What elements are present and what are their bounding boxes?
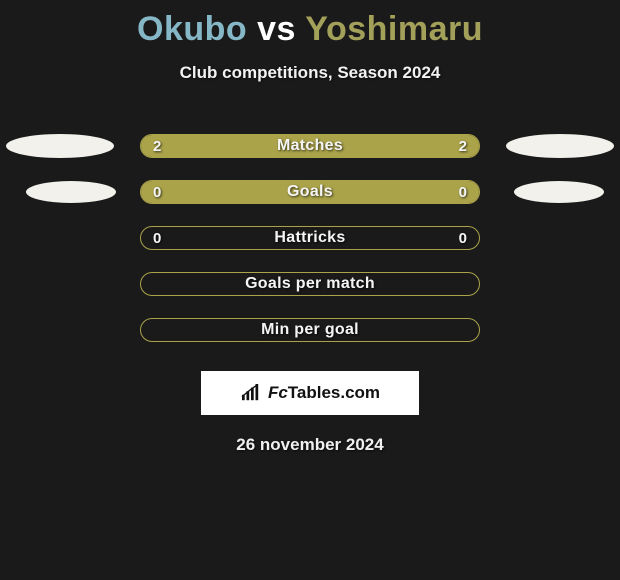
vs-text: vs	[257, 10, 296, 48]
stat-row: 00Hattricks	[0, 215, 620, 261]
stat-bar: 00Goals	[140, 180, 480, 204]
logo-text: FcTables.com	[268, 383, 380, 403]
stat-label: Min per goal	[141, 319, 479, 341]
stat-row: 00Goals	[0, 169, 620, 215]
stat-label: Hattricks	[141, 227, 479, 249]
stat-rows: 22Matches 00Goals 00Hattricks Goals per mat…	[0, 123, 620, 353]
player2-ellipse	[514, 181, 604, 203]
stat-row: Min per goal	[0, 307, 620, 353]
stat-label: Matches	[141, 135, 479, 157]
stat-row: Goals per match	[0, 261, 620, 307]
stat-label: Goals	[141, 181, 479, 203]
stat-bar: 22Matches	[140, 134, 480, 158]
stat-label: Goals per match	[141, 273, 479, 295]
player1-name: Okubo	[137, 10, 247, 48]
date-text: 26 november 2024	[0, 435, 620, 455]
bar-chart-icon	[240, 384, 262, 402]
player2-ellipse	[506, 134, 614, 158]
player1-ellipse	[26, 181, 116, 203]
fctables-logo: FcTables.com	[201, 371, 419, 415]
player2-name: Yoshimaru	[305, 10, 483, 48]
comparison-title: Okubo vs Yoshimaru	[0, 0, 620, 49]
player1-ellipse	[6, 134, 114, 158]
stat-bar: Goals per match	[140, 272, 480, 296]
stat-row: 22Matches	[0, 123, 620, 169]
stat-bar: Min per goal	[140, 318, 480, 342]
subtitle: Club competitions, Season 2024	[0, 63, 620, 83]
stat-bar: 00Hattricks	[140, 226, 480, 250]
